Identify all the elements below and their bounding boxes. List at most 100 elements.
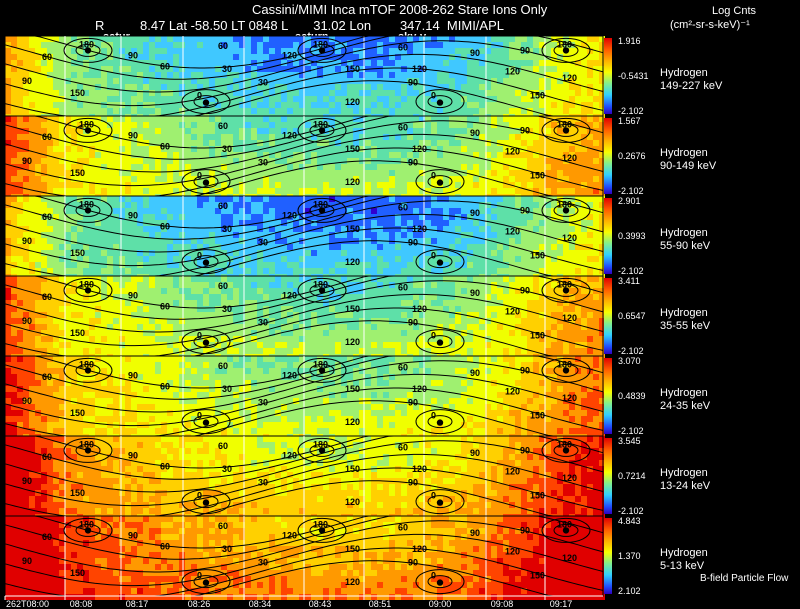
contour-label: 90: [128, 50, 138, 60]
contour-label: 90: [408, 78, 418, 88]
colorbar-min-label: -2.102: [618, 346, 644, 356]
contour-label: 120: [412, 544, 427, 554]
contour-label: 30: [258, 398, 268, 408]
contour-label: 150: [345, 384, 360, 394]
species-label: Hydrogen: [660, 387, 708, 399]
colorbar-title-line2: (cm²-sr-s-keV)⁻¹: [670, 19, 750, 31]
time-tick-label: 09:17: [550, 599, 573, 609]
colorbar-max-label: 1.916: [618, 36, 641, 46]
colorbar-title-line1: Log Cnts: [712, 5, 757, 17]
contour-label: 60: [398, 362, 408, 372]
pole-marker: [202, 579, 210, 586]
contour-label: 90: [470, 48, 480, 58]
time-tick-label: 262T08:00: [6, 599, 49, 609]
pole-marker: [436, 339, 444, 346]
pole-marker: [562, 127, 570, 134]
colorbar: [604, 358, 612, 434]
contour-label: 60: [398, 202, 408, 212]
energy-range-label: 5-13 keV: [660, 560, 705, 572]
contour-label: 150: [345, 64, 360, 74]
contour-label: 120: [345, 577, 360, 587]
pole-marker: [562, 287, 570, 294]
contour-label: 150: [345, 224, 360, 234]
contour-label: 30: [222, 384, 232, 394]
contour-label: 120: [562, 233, 577, 243]
contour-label: 180: [557, 439, 572, 449]
contour-label: 150: [345, 464, 360, 474]
pole-marker: [318, 47, 326, 54]
pole-marker: [84, 527, 92, 534]
contour-label: 90: [408, 318, 418, 328]
pole-marker: [436, 259, 444, 266]
contour-label: 120: [412, 464, 427, 474]
contour-label: 120: [505, 466, 520, 476]
contour-label: 60: [160, 542, 170, 552]
contour-label: 0: [431, 571, 436, 581]
contour-label: 120: [345, 97, 360, 107]
contour-label: 120: [282, 450, 297, 460]
contour-label: 150: [70, 248, 85, 258]
contour-label: 120: [412, 144, 427, 154]
contour-label: 120: [562, 473, 577, 483]
contour-label: 90: [408, 158, 418, 168]
contour-label: 180: [313, 359, 328, 369]
pole-marker: [84, 287, 92, 294]
time-tick-label: 08:26: [188, 599, 211, 609]
contour-label: 150: [70, 328, 85, 338]
colorbar-min-label: -2.102: [618, 106, 644, 116]
contour-label: 180: [79, 119, 94, 129]
contour-label: 150: [70, 88, 85, 98]
contour-label: 90: [408, 558, 418, 568]
contour-label: 120: [345, 497, 360, 507]
contour-label: 90: [470, 208, 480, 218]
colorbar-mid-label: 0.6547: [618, 311, 646, 321]
pole-marker: [436, 99, 444, 106]
energy-range-label: 35-55 keV: [660, 320, 711, 332]
time-tick-label: 08:08: [70, 599, 93, 609]
contour-label: 120: [345, 177, 360, 187]
heatmap-cells: [5, 516, 605, 600]
species-label: Hydrogen: [660, 147, 708, 159]
time-axis: 262T08:00 08:08 08:17 08:26 08:34 08:43 08:51 0…: [4, 595, 603, 609]
contour-label: 90: [408, 238, 418, 248]
contour-label: 60: [160, 302, 170, 312]
pitch-angle-contours: [4, 355, 604, 437]
r-label: R: [95, 18, 104, 33]
contour-label: 0: [431, 171, 436, 181]
contour-label: 90: [128, 370, 138, 380]
contour-label: 180: [313, 119, 328, 129]
contour-label: 0: [197, 411, 202, 421]
contour-label: 30: [258, 78, 268, 88]
contour-label: 180: [557, 39, 572, 49]
contour-label: 90: [470, 368, 480, 378]
contour-label: 120: [562, 313, 577, 323]
contour-label: 120: [505, 546, 520, 556]
pole-marker: [84, 447, 92, 454]
contour-label: 90: [22, 316, 32, 326]
pole-marker: [318, 127, 326, 134]
contour-label: 180: [79, 199, 94, 209]
contour-label: 60: [398, 522, 408, 532]
pole-marker: [562, 527, 570, 534]
contour-label: 120: [282, 370, 297, 380]
pole-marker: [318, 527, 326, 534]
contour-label: 90: [128, 210, 138, 220]
contour-label: 0: [197, 91, 202, 101]
species-label: Hydrogen: [660, 67, 708, 79]
pole-marker: [318, 207, 326, 214]
contour-label: 90: [520, 46, 530, 56]
colorbar-mid-label: 0.3993: [618, 231, 646, 241]
contour-label: 90: [128, 530, 138, 540]
energy-range-label: 149-227 keV: [660, 80, 723, 92]
contour-label: 150: [70, 408, 85, 418]
contour-label: 180: [79, 439, 94, 449]
contour-label: 30: [222, 544, 232, 554]
contour-label: 30: [222, 464, 232, 474]
contour-label: 120: [282, 130, 297, 140]
contour-label: 150: [345, 304, 360, 314]
contour-label: 60: [42, 292, 52, 302]
pole-marker: [562, 447, 570, 454]
contour-label: 180: [79, 279, 94, 289]
time-tick-label: 09:08: [491, 599, 514, 609]
contour-label: 180: [313, 439, 328, 449]
